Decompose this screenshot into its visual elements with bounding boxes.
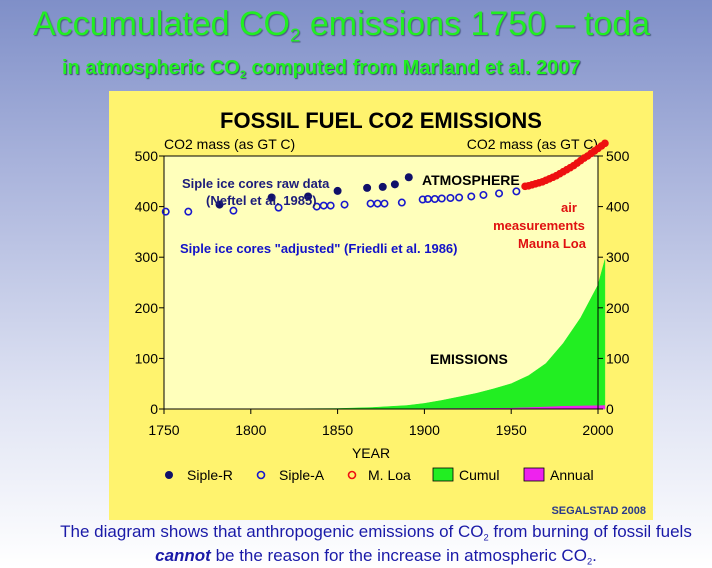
siple-a-point [184,207,193,216]
legend-marker-siple-a [256,470,266,480]
annotation-6: measurements [493,218,585,233]
siple-r-point [215,200,224,209]
y-tick-label-right: 500 [606,148,630,164]
y-tick-label-right: 200 [606,300,630,316]
siple-r-point [404,173,413,182]
x-tick-label: 1750 [148,422,179,438]
y-tick-label-left: 200 [135,300,159,316]
chart-panel: FOSSIL FUEL CO2 EMISSIONS CO2 mass (as G… [109,91,653,520]
y-tick-label-left: 0 [150,401,158,417]
legend-label-cumul: Cumul [459,467,499,483]
annotation-7: Mauna Loa [518,236,587,251]
x-tick-label: 2000 [582,422,613,438]
annotation-4: Siple ice cores "adjusted" (Friedli et a… [180,241,458,256]
y-axis-label-right: CO2 mass (as GT C) [467,136,598,152]
siple-a-point [340,200,349,209]
legend-marker-m-loa [347,470,357,480]
legend-label-siple-a: Siple-A [279,467,325,483]
siple-a-point [397,198,406,207]
siple-a-point [467,192,476,201]
slide-title: Accumulated CO2 emissions 1750 – toda [33,5,651,46]
annotation-background [517,236,588,251]
siple-a-point [446,193,455,202]
legend-label-siple-r: Siple-R [187,467,233,483]
y-axis-label-left: CO2 mass (as GT C) [164,136,295,152]
plot-background [164,156,598,409]
credit-label: SEGALSTAD 2008 [551,505,646,517]
siple-a-point [326,201,335,210]
y-tick-label-left: 100 [135,350,159,366]
y-tick-label-left: 400 [135,199,159,215]
annotation-5: air [561,200,577,215]
annotation-3: (Neftel et al. 1985) [206,193,317,208]
siple-a-point [455,193,464,202]
annotation-1: ATMOSPHERE [422,172,520,188]
y-tick-label-right: 100 [606,350,630,366]
y-tick-label-right: 300 [606,249,630,265]
chart-title: FOSSIL FUEL CO2 EMISSIONS [220,108,542,133]
legend-swatch-annual [523,467,545,482]
plot-area: 0 0 100 100 200 200 300 300 400 400 500 500 1750 1800… [135,139,630,438]
annotation-8: EMISSIONS [430,351,508,367]
x-tick-label: 1950 [496,422,527,438]
siple-a-point [512,187,521,196]
siple-a-point [495,189,504,198]
siple-r-point [390,180,399,189]
plot-frame [163,155,599,410]
mauna-loa-point [601,139,609,148]
siple-r-point [304,192,313,201]
siple-a-point [161,207,170,216]
siple-r-point [363,183,372,192]
siple-r-point [333,186,342,195]
siple-r-point [267,193,276,202]
x-tick-label: 1900 [409,422,440,438]
chart: FOSSIL FUEL CO2 EMISSIONS CO2 mass (as G… [135,108,646,517]
caption: The diagram shows that anthropogenic emi… [60,522,692,567]
annotation-background [560,200,578,215]
legend-swatch-cumul [432,467,454,482]
y-tick-label-left: 300 [135,249,159,265]
siple-r-point [378,182,387,191]
x-tick-label: 1800 [235,422,266,438]
legend-label-annual: Annual [550,467,594,483]
siple-a-point [479,190,488,199]
siple-a-point [418,195,427,204]
siple-a-point [274,203,283,212]
x-tick-label: 1850 [322,422,353,438]
siple-a-point [380,199,389,208]
legend-marker-siple-r [165,471,173,479]
siple-a-point [229,206,238,215]
y-tick-label-left: 500 [135,148,159,164]
legend: Siple-R Siple-A M. Loa Cumul Annual [165,467,594,483]
area-cumul [164,259,606,410]
annotation-2: Siple ice cores raw data [182,176,330,191]
y-tick-label-right: 400 [606,199,630,215]
x-axis-label: YEAR [352,445,390,461]
siple-a-point [437,194,446,203]
annotation-background [492,218,586,233]
legend-label-m-loa: M. Loa [368,467,411,483]
slide-subtitle: in atmospheric CO2 computed from Marland… [62,57,581,81]
y-tick-label-right: 0 [606,401,614,417]
